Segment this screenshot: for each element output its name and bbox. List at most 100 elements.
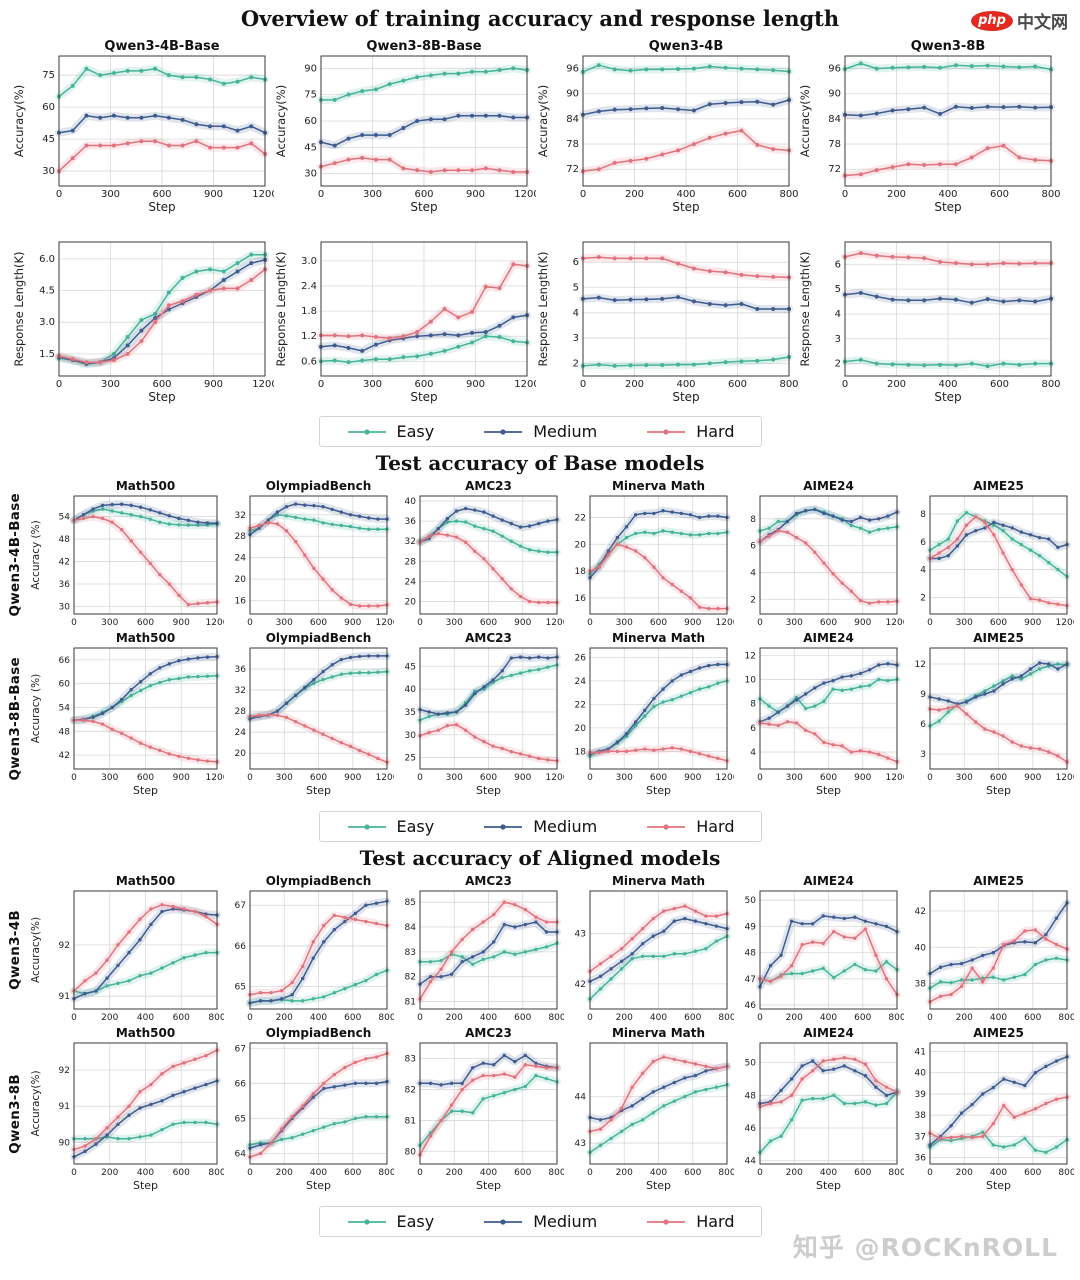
svg-text:40: 40	[915, 943, 927, 953]
svg-text:0: 0	[71, 1013, 77, 1023]
svg-text:50: 50	[745, 1059, 757, 1069]
svg-text:900: 900	[1024, 773, 1041, 783]
svg-text:300: 300	[956, 618, 973, 628]
svg-text:6: 6	[920, 720, 926, 730]
svg-text:84: 84	[405, 923, 417, 933]
hard-line-marker-icon	[647, 1218, 686, 1225]
svg-text:0: 0	[247, 773, 253, 783]
svg-text:200: 200	[101, 1013, 118, 1023]
plot-minerva-math: 18 20 22 24 26 0 300 600 900 1200 Minerva Math Step	[575, 631, 734, 797]
svg-text:2: 2	[573, 358, 579, 369]
svg-text:Accuracy(%): Accuracy(%)	[798, 85, 812, 157]
legend-item-easy: Easy	[346, 1212, 434, 1231]
svg-text:600: 600	[480, 618, 497, 628]
svg-text:600: 600	[820, 773, 837, 783]
svg-text:0: 0	[927, 618, 933, 628]
svg-text:600: 600	[414, 189, 433, 200]
svg-text:84: 84	[566, 114, 579, 125]
plot-math500: 90 91 92 0 200 400 600 800 Math500 Accuracy(%) Ste…	[30, 1026, 224, 1192]
svg-text:91: 91	[59, 992, 70, 1002]
svg-text:6.0: 6.0	[39, 254, 55, 265]
svg-text:1200: 1200	[514, 189, 536, 200]
plot-aime25: 36 37 38 39 40 41 0 200 400 600 800 AIME25 Step	[915, 1026, 1074, 1192]
svg-text:66: 66	[235, 1079, 247, 1089]
section-overview-plots: 3045607503006009001200Qwen3-4B-BaseAccur…	[0, 36, 1080, 412]
svg-text:Step: Step	[646, 1179, 671, 1192]
svg-text:1200: 1200	[376, 773, 394, 783]
legend-item-easy: Easy	[346, 422, 434, 441]
legend-item-easy: Easy	[346, 817, 434, 836]
svg-text:Qwen3-4B: Qwen3-4B	[649, 39, 724, 54]
svg-text:800: 800	[208, 1013, 224, 1023]
svg-text:200: 200	[446, 1168, 463, 1178]
svg-text:AMC23: AMC23	[465, 631, 512, 645]
plot-olympiadbench: 16 20 24 28 32 0 300 600 900 1200 OlympiadBench	[235, 479, 394, 628]
svg-text:900: 900	[466, 189, 485, 200]
svg-text:Step: Step	[306, 1179, 331, 1192]
svg-text:90: 90	[566, 89, 579, 100]
svg-text:Qwen3-8B: Qwen3-8B	[911, 39, 986, 54]
svg-text:900: 900	[344, 773, 361, 783]
plot-response-length-k-: 2 3 4 5 6 0 200 400 600 800 Response Length(K) Step	[536, 241, 798, 404]
svg-text:30: 30	[42, 166, 55, 177]
svg-text:800: 800	[378, 1013, 394, 1023]
svg-text:75: 75	[304, 90, 317, 101]
legend: Easy Medium Hard	[318, 811, 762, 842]
svg-text:400: 400	[938, 189, 957, 200]
plot-row: 1.53.04.56.003006009001200Response Lengt…	[0, 222, 1080, 412]
legend-label: Medium	[533, 1212, 598, 1231]
svg-text:92: 92	[59, 941, 70, 951]
plot-row: Qwen3-4B 91 92 0 200 400 600 800 Math500 Accuracy…	[0, 874, 1080, 1026]
svg-text:1200: 1200	[546, 773, 564, 783]
svg-text:0: 0	[587, 618, 593, 628]
svg-text:Step: Step	[133, 1179, 158, 1192]
svg-text:600: 600	[684, 1168, 701, 1178]
svg-text:83: 83	[405, 948, 416, 958]
svg-text:1200: 1200	[716, 618, 734, 628]
svg-text:900: 900	[344, 618, 361, 628]
svg-text:44: 44	[575, 1093, 587, 1103]
plot-aime25: 2 4 6 8 0 300 600 900 1200 AIME25	[920, 479, 1074, 628]
legend-label: Medium	[533, 817, 598, 836]
svg-text:3: 3	[573, 333, 579, 344]
svg-text:20: 20	[405, 597, 417, 607]
legend-label: Medium	[533, 422, 598, 441]
svg-text:90: 90	[59, 1138, 71, 1148]
svg-text:600: 600	[480, 773, 497, 783]
svg-text:900: 900	[173, 773, 190, 783]
svg-text:600: 600	[173, 1168, 190, 1178]
svg-text:47: 47	[745, 975, 756, 985]
svg-text:48: 48	[59, 535, 71, 545]
svg-text:300: 300	[446, 773, 463, 783]
svg-text:5: 5	[573, 283, 579, 294]
svg-text:Response Length(K): Response Length(K)	[536, 251, 550, 366]
plot-aime24: 4 6 8 10 12 0 300 600 900 1200 AIME24 Step	[745, 631, 904, 797]
svg-text:600: 600	[344, 1168, 361, 1178]
svg-text:96: 96	[828, 64, 841, 75]
svg-text:36: 36	[59, 580, 71, 590]
svg-text:200: 200	[276, 1013, 293, 1023]
svg-text:60: 60	[304, 116, 317, 127]
svg-text:Step: Step	[476, 1179, 501, 1192]
svg-text:44: 44	[745, 1157, 757, 1167]
svg-text:54: 54	[59, 513, 71, 523]
section-aligned-models: Test accuracy of Aligned models Qwen3-4B…	[0, 842, 1080, 1237]
svg-text:Accuracy (%): Accuracy (%)	[30, 520, 42, 589]
svg-text:80: 80	[405, 1148, 417, 1158]
svg-text:42: 42	[59, 751, 70, 761]
svg-text:0: 0	[247, 1168, 253, 1178]
row-label-qwen3-8b-base: Qwen3-8B-Base	[7, 657, 23, 781]
svg-text:65: 65	[235, 1114, 246, 1124]
svg-text:0: 0	[587, 1168, 593, 1178]
svg-text:300: 300	[276, 618, 293, 628]
svg-text:200: 200	[956, 1013, 973, 1023]
svg-text:600: 600	[152, 379, 171, 390]
svg-text:900: 900	[514, 773, 531, 783]
svg-text:4: 4	[835, 309, 841, 320]
legend-label: Hard	[696, 422, 735, 441]
svg-text:64: 64	[235, 1149, 247, 1159]
svg-text:800: 800	[548, 1168, 564, 1178]
svg-text:300: 300	[276, 773, 293, 783]
svg-text:3: 3	[920, 750, 926, 760]
